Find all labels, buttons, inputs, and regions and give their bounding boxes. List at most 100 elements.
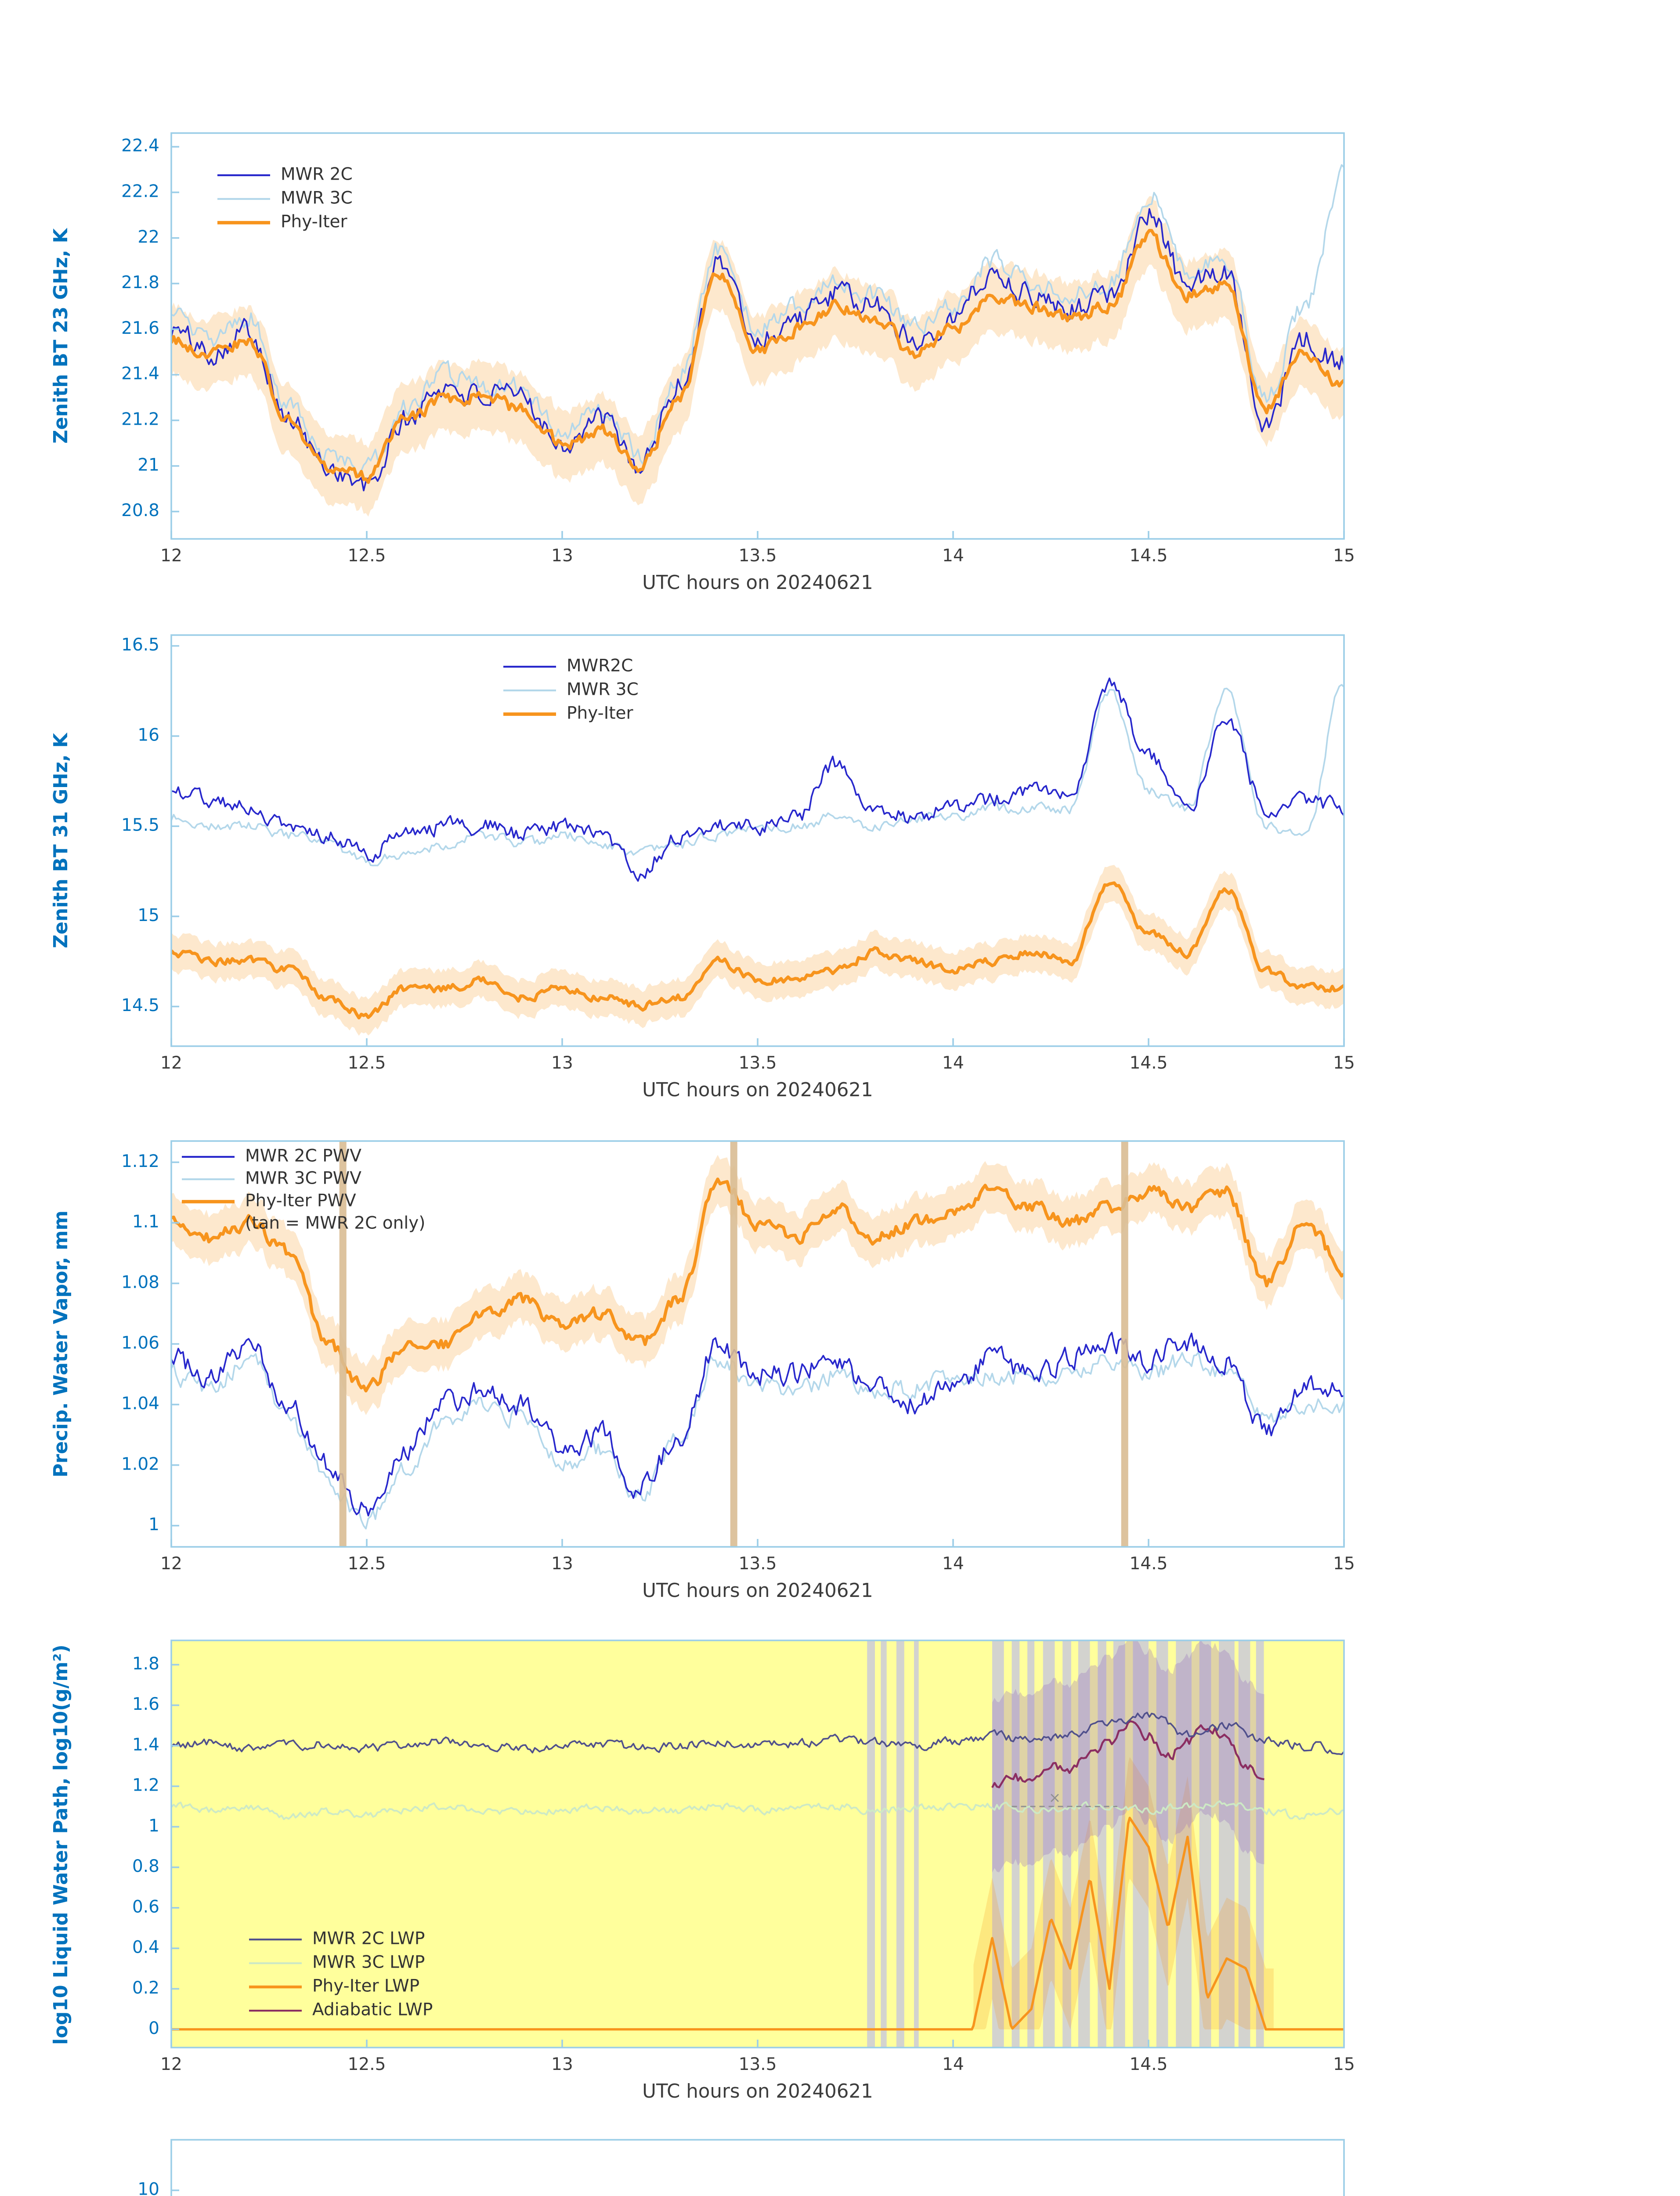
lwp-y-tick: 0.6 xyxy=(132,1897,159,1917)
bt23-x-tick: 14 xyxy=(942,546,964,566)
bt23-y-tick: 21 xyxy=(137,455,159,475)
lwp-y-tick: 1.2 xyxy=(132,1776,159,1795)
lwp-x-tick: 12 xyxy=(160,2055,182,2074)
lwp-x-tick: 12.5 xyxy=(348,2055,386,2074)
dqflag-y-tick: 10 xyxy=(137,2180,159,2196)
lwp-y-tick: 0.4 xyxy=(132,1938,159,1958)
bt31-y-axis-label: Zenith BT 31 GHz, K xyxy=(51,733,72,949)
bt23-y-tick: 22.4 xyxy=(121,136,159,156)
pwv-x-tick: 12.5 xyxy=(348,1554,386,1574)
bt31-legend-label: Phy-Iter xyxy=(567,704,633,723)
pwv-x-tick: 13.5 xyxy=(739,1554,777,1574)
bt31-x-tick: 14.5 xyxy=(1130,1053,1168,1073)
pwv-y-tick: 1 xyxy=(148,1515,159,1535)
bt23-legend-label: MWR 3C xyxy=(281,188,353,208)
lwp-series-2 xyxy=(171,1817,1344,2031)
lwp-x-tick: 15 xyxy=(1333,2055,1355,2074)
bt31-y-tick: 15.5 xyxy=(121,816,159,835)
bt23-x-tick: 12 xyxy=(160,546,182,566)
lwp-y-tick: 1.4 xyxy=(132,1735,159,1755)
bt31-x-tick: 14 xyxy=(942,1053,964,1073)
lwp-legend-label: Adiabatic LWP xyxy=(312,2000,433,2020)
lwp-panel: × 12 12.5 13 13.5 14 14.5 15 0 0.2 0.4 0.6 0.8 1 1.2 1.… xyxy=(132,1640,1355,2074)
bt23-y-axis-label: Zenith BT 23 GHz, K xyxy=(51,228,72,444)
pwv-x-axis-label: UTC hours on 20240621 xyxy=(642,1581,873,1602)
lwp-y-tick: 0.8 xyxy=(132,1856,159,1876)
bt23-y-tick: 21.8 xyxy=(121,273,159,293)
bt23-y-tick: 21.2 xyxy=(121,410,159,430)
lwp-x-tick: 13.5 xyxy=(739,2055,777,2074)
lwp-series-3 xyxy=(991,1720,1265,1788)
lwp-legend-label: MWR 3C LWP xyxy=(312,1953,425,1972)
bt23-series-2 xyxy=(171,229,1344,484)
pwv-legend-label: MWR 3C PWV xyxy=(245,1169,361,1188)
lwp-x-tick: 13 xyxy=(551,2055,573,2074)
lwp-x-axis-label: UTC hours on 20240621 xyxy=(642,2082,873,2103)
bt31-x-tick: 12 xyxy=(160,1053,182,1073)
bt23-panel: 12 12.5 13 13.5 14 14.5 15 20.8 21 21.2 21.4 21.6 21… xyxy=(121,132,1355,566)
bt23-series-1 xyxy=(171,164,1344,475)
lwp-y-tick: 1 xyxy=(148,1816,159,1836)
pwv-legend-label: (tan = MWR 2C only) xyxy=(245,1214,425,1233)
bt31-x-tick: 13.5 xyxy=(739,1053,777,1073)
lwp-series-1 xyxy=(171,1800,1344,1820)
bt23-x-tick: 13 xyxy=(551,546,573,566)
pwv-x-tick: 14.5 xyxy=(1130,1554,1168,1574)
dqflag-axes-box xyxy=(170,2139,1345,2196)
pwv-x-tick: 12 xyxy=(160,1554,182,1574)
bt31-series-2 xyxy=(171,881,1344,1020)
bt23-y-tick: 22.2 xyxy=(121,181,159,201)
bt31-series-0 xyxy=(171,677,1344,882)
bt23-legend-label: MWR 2C xyxy=(281,165,353,184)
pwv-y-tick: 1.02 xyxy=(121,1454,159,1474)
pwv-y-tick: 1.08 xyxy=(121,1273,159,1293)
pwv-x-tick: 13 xyxy=(551,1554,573,1574)
bt23-legend-label: Phy-Iter xyxy=(281,212,347,232)
pwv-y-tick: 1.1 xyxy=(132,1212,159,1232)
bt31-legend-label: MWR 3C xyxy=(567,680,639,700)
pwv-panel: 12 12.5 13 13.5 14 14.5 15 1 1.02 1.04 1.06 1.08 1.1… xyxy=(121,1140,1355,1574)
pwv-legend-label: Phy-Iter PWV xyxy=(245,1191,356,1211)
pwv-series-1 xyxy=(171,1351,1344,1530)
bt31-y-tick: 14.5 xyxy=(121,996,159,1015)
lwp-y-axis-label: log10 Liquid Water Path, log10(g/m²) xyxy=(51,1643,72,2044)
lwp-legend-label: MWR 2C LWP xyxy=(312,1929,425,1949)
svg-text:×: × xyxy=(1049,1789,1061,1806)
bt31-x-axis-label: UTC hours on 20240621 xyxy=(642,1080,873,1102)
pwv-series-0 xyxy=(171,1332,1344,1517)
pwv-y-axis-label: Precip. Water Vapor, mm xyxy=(51,1210,72,1478)
pwv-x-tick: 14 xyxy=(942,1554,964,1574)
bt31-panel: 12 12.5 13 13.5 14 14.5 15 14.5 15 15.5 16 16.5 MWR2… xyxy=(121,634,1355,1073)
bt31-x-tick: 12.5 xyxy=(348,1053,386,1073)
pwv-legend-label: MWR 2C PWV xyxy=(245,1146,361,1166)
pwv-series-2 xyxy=(171,1177,1344,1393)
bt31-y-tick: 16.5 xyxy=(121,635,159,655)
lwp-y-tick: 0.2 xyxy=(132,1978,159,1998)
bt23-y-tick: 21.4 xyxy=(121,364,159,384)
bt31-y-tick: 15 xyxy=(137,906,159,925)
lwp-x-tick: 14 xyxy=(942,2055,964,2074)
bt23-x-tick: 14.5 xyxy=(1130,546,1168,566)
bt23-x-tick: 15 xyxy=(1333,546,1355,566)
bt31-legend-label: MWR2C xyxy=(567,656,633,676)
pwv-x-tick: 15 xyxy=(1333,1554,1355,1574)
bt23-x-tick: 12.5 xyxy=(348,546,386,566)
bt23-y-tick: 20.8 xyxy=(121,501,159,520)
bt23-y-tick: 22 xyxy=(137,227,159,247)
pwv-y-tick: 1.06 xyxy=(121,1333,159,1353)
lwp-y-tick: 0 xyxy=(148,2019,159,2038)
bt31-y-tick: 16 xyxy=(137,725,159,745)
lwp-y-tick: 1.8 xyxy=(132,1654,159,1674)
bt23-x-tick: 13.5 xyxy=(739,546,777,566)
lwp-legend-label: Phy-Iter LWP xyxy=(312,1976,419,1996)
bt23-y-tick: 21.6 xyxy=(121,318,159,338)
bt31-x-tick: 15 xyxy=(1333,1053,1355,1073)
pwv-y-tick: 1.12 xyxy=(121,1152,159,1171)
bt23-x-axis-label: UTC hours on 20240621 xyxy=(642,573,873,594)
bt31-series-1 xyxy=(171,684,1344,867)
lwp-y-tick: 1.6 xyxy=(132,1694,159,1714)
lwp-series-0 xyxy=(171,1712,1344,1755)
